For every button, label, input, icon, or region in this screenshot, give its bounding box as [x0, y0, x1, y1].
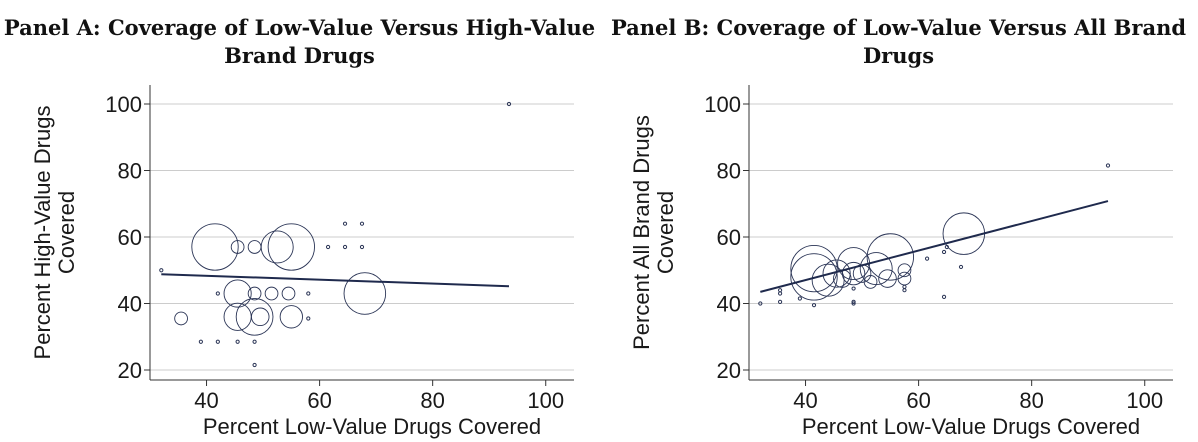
- panel-a-point: [252, 339, 257, 344]
- panel-b-point: [902, 284, 907, 289]
- panel-a-point: [260, 230, 294, 264]
- panel-b-ytick-label: 80: [717, 159, 741, 184]
- panel-a-point: [359, 244, 365, 250]
- panel-b-ytick-label: 100: [704, 92, 741, 117]
- panel-a-point: [250, 307, 270, 327]
- panel-b-ytick-label: 20: [717, 358, 741, 383]
- panel-a-point: [198, 339, 203, 344]
- panel-a-point: [279, 305, 303, 329]
- panel-b-point: [897, 263, 912, 278]
- panel-a-point: [159, 268, 164, 273]
- panel-a-point: [342, 244, 348, 250]
- panel-b-point: [897, 271, 912, 286]
- panel-a-point: [306, 291, 311, 296]
- panel-b-xtick-label: 40: [793, 388, 817, 413]
- panel-a-point: [235, 297, 274, 336]
- panel-a-point: [235, 339, 240, 344]
- panel-a-title: Panel A: Coverage of Low-Value Versus Hi…: [3, 15, 596, 68]
- panel-a-point: [191, 223, 239, 271]
- panel-b-ytick-label: 40: [717, 292, 741, 317]
- panel-b-point: [941, 249, 947, 255]
- panel-b-point: [790, 244, 838, 293]
- panel-a: Panel A: Coverage of Low-Value Versus Hi…: [3, 15, 596, 439]
- panel-a-point: [506, 101, 512, 107]
- panel-a-point: [215, 339, 220, 344]
- panel-b-title: Panel B: Coverage of Low-Value Versus Al…: [610, 15, 1187, 68]
- panel-b-point: [878, 269, 897, 288]
- panel-b-point: [941, 294, 947, 299]
- panel-a-ytick-label: 80: [118, 159, 142, 184]
- panel-a-point: [342, 221, 348, 226]
- panel-a-ytick-label: 100: [105, 92, 142, 117]
- panel-b-point: [790, 253, 838, 301]
- panel-b-xlabel: Percent Low-Value Drugs Covered: [802, 414, 1140, 439]
- panel-a-point: [252, 362, 257, 368]
- panel-a-xtick-label: 80: [420, 388, 444, 413]
- panel-b-fit-line: [760, 200, 1109, 293]
- panel-b-point: [851, 299, 856, 304]
- panel-b-point: [902, 288, 907, 293]
- panel-b-point: [777, 288, 783, 293]
- panel-a-ylabel: Percent High-Value DrugsCovered: [30, 106, 79, 360]
- panel-b-ylabel: Percent All Brand DrugsCovered: [629, 115, 678, 350]
- panel-b-point: [811, 303, 817, 308]
- panel-a-ytick-label: 40: [118, 292, 142, 317]
- panel-b: Panel B: Coverage of Low-Value Versus Al…: [599, 0, 1198, 442]
- panel-b-xtick-label: 100: [1126, 388, 1163, 413]
- panel-a-point: [267, 223, 315, 271]
- panel-a-point: [230, 240, 245, 254]
- panel-b-xtick-label: 60: [906, 388, 930, 413]
- panel-b-point: [924, 256, 930, 261]
- panel-b-point: [942, 212, 986, 255]
- panel-a-point: [247, 240, 262, 254]
- panel-b-point: [777, 299, 783, 304]
- panel-a-fit-line: [161, 273, 510, 288]
- panel-a-point: [281, 286, 296, 301]
- panel-b-point: [1105, 163, 1111, 168]
- panel-a-xlabel: Percent Low-Value Drugs Covered: [203, 414, 541, 439]
- panel-b-point: [851, 301, 856, 306]
- panel-a-point: [325, 244, 331, 250]
- panel-b-point: [866, 233, 914, 281]
- panel-a-point: [174, 311, 188, 326]
- panel-b-point: [758, 301, 763, 306]
- panel-b-point: [811, 263, 845, 297]
- panel-a-xtick-label: 100: [527, 388, 564, 413]
- panel-b-point: [777, 291, 783, 296]
- panel-b-point: [822, 259, 851, 288]
- panel-a-point: [343, 272, 387, 315]
- panel-b-point: [851, 286, 856, 291]
- panel-a-point: [264, 286, 279, 301]
- panel-b-point: [944, 244, 949, 250]
- panel-a-ytick-label: 20: [118, 358, 142, 383]
- panel-b-xtick-label: 80: [1019, 388, 1043, 413]
- panel-b-point: [797, 296, 802, 301]
- panel-b-point: [958, 264, 964, 270]
- panel-a-point: [359, 221, 365, 226]
- panel-b-point: [863, 275, 878, 289]
- panel-a-point: [306, 316, 311, 321]
- panel-a-xtick-label: 60: [307, 388, 331, 413]
- panel-a-point: [215, 291, 220, 296]
- panel-a-xtick-label: 40: [194, 388, 218, 413]
- panel-a-ytick-label: 60: [118, 225, 142, 250]
- panel-b-ytick-label: 60: [717, 225, 741, 250]
- panel-a-point: [223, 279, 252, 308]
- panel-a-point: [247, 286, 262, 301]
